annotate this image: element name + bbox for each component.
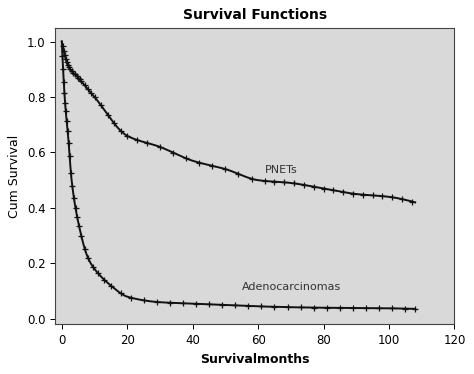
X-axis label: Survivalmonths: Survivalmonths [200, 353, 310, 366]
Text: PNETs: PNETs [264, 165, 297, 175]
Y-axis label: Cum Survival: Cum Survival [9, 134, 21, 218]
Text: Adenocarcinomas: Adenocarcinomas [242, 282, 341, 292]
Title: Survival Functions: Survival Functions [183, 8, 327, 22]
